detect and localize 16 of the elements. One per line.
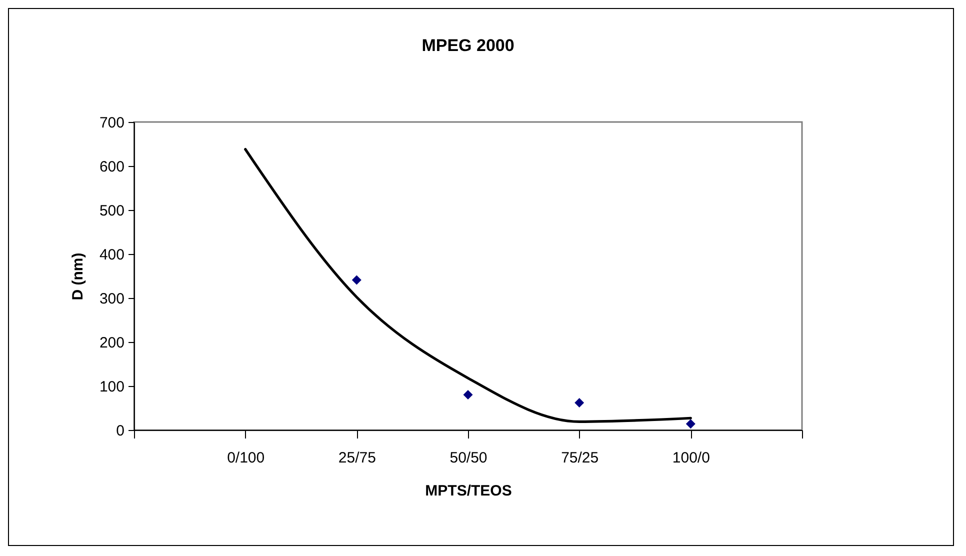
y-tick-label: 200 <box>99 334 124 352</box>
y-tick-label: 700 <box>99 114 124 132</box>
y-axis-title: D (nm) <box>69 252 86 300</box>
y-tick-label: 600 <box>99 158 124 176</box>
y-tick-label: 0 <box>116 422 124 440</box>
x-tick-label: 25/75 <box>338 450 376 466</box>
x-tick-label: 75/25 <box>561 450 599 466</box>
y-tick-label: 100 <box>99 378 124 396</box>
chart-title: MPEG 2000 <box>422 36 514 55</box>
x-tick-label: 50/50 <box>450 450 488 466</box>
y-tick-label: 500 <box>99 202 124 220</box>
y-tick-label: 300 <box>99 290 124 308</box>
x-tick-label: 100/0 <box>672 450 710 466</box>
y-tick-label: 400 <box>99 246 124 264</box>
x-axis-title: MPTS/TEOS <box>425 482 512 500</box>
x-tick-label: 0/100 <box>227 450 265 466</box>
